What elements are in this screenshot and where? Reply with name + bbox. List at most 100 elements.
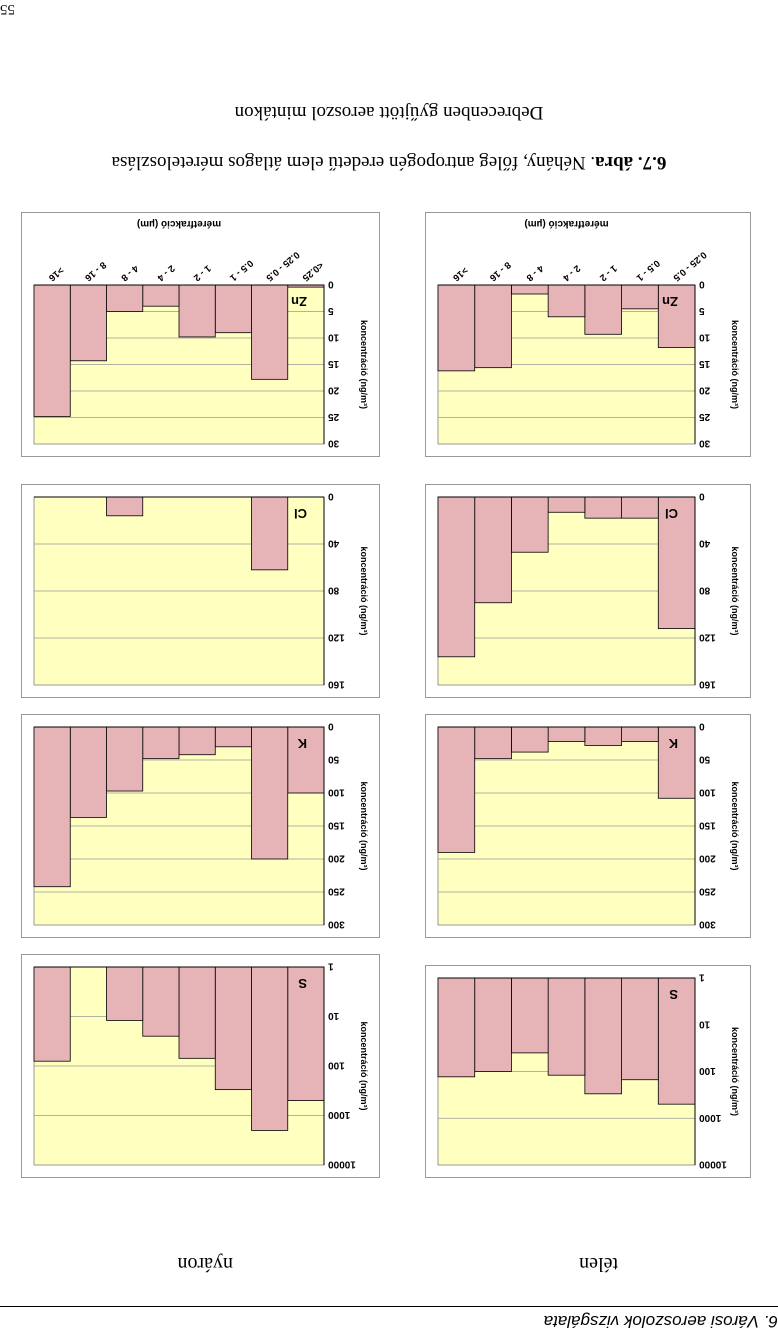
element-label: K — [668, 736, 678, 751]
bar — [511, 726, 549, 753]
y-tick-label: 300 — [699, 919, 716, 930]
y-tick-label: 30 — [699, 438, 711, 449]
bar — [106, 726, 144, 792]
element-label: Cl — [294, 506, 307, 521]
x-tick-label: 1 - 2 — [597, 262, 619, 283]
y-tick-label: 0 — [328, 491, 334, 502]
y-tick-label: 20 — [328, 385, 340, 396]
y-tick-label: 0 — [328, 721, 334, 732]
figure-caption-line2: Debrecenben gyűjtött aeroszol mintákon — [234, 102, 544, 123]
element-label: Zn — [662, 294, 678, 309]
y-tick-label: 100 — [699, 1065, 716, 1076]
x-axis-title: méretfrakció (µm) — [524, 218, 608, 229]
bar — [437, 726, 476, 853]
bar — [621, 977, 659, 1081]
y-axis-title: koncentráció (ng/m³) — [730, 320, 740, 409]
y-tick-label: 40 — [328, 538, 340, 549]
bar — [547, 726, 586, 742]
bar — [621, 726, 659, 742]
y-tick-label: 5 — [328, 305, 334, 316]
bar — [511, 977, 549, 1054]
y-axis-title: koncentráció (ng/m³) — [359, 781, 369, 870]
chart-winter-Cl: 0 40 80 120 160 Cl koncentráció (ng/m³) — [425, 484, 751, 698]
y-tick-label: 200 — [699, 853, 716, 864]
section-header: 6. Városi aeroszolok vizsgálata — [543, 1312, 778, 1331]
bar — [547, 496, 586, 513]
y-tick-label: 80 — [328, 585, 340, 596]
bar — [621, 496, 659, 519]
y-tick-label: 5 — [699, 305, 705, 316]
element-label: Cl — [665, 506, 678, 521]
element-label: Zn — [291, 294, 307, 309]
y-tick-label: 250 — [699, 886, 716, 897]
bar — [584, 284, 622, 335]
y-tick-label: 25 — [699, 411, 711, 422]
x-tick-label: 1 - 2 — [191, 262, 213, 283]
y-tick-label: 10 — [328, 332, 340, 343]
bar — [251, 966, 289, 1131]
x-tick-label: 0.25 - 0.5 — [670, 249, 708, 284]
bar — [547, 977, 586, 1076]
bar — [251, 726, 289, 860]
y-tick-label: 0 — [328, 279, 334, 290]
y-tick-label: 20 — [699, 385, 711, 396]
x-tick-label: 8 - 16 — [82, 259, 108, 283]
bar — [584, 496, 622, 519]
bar — [547, 284, 586, 318]
bar — [69, 726, 107, 818]
bar — [106, 496, 144, 517]
bar — [437, 977, 476, 1078]
bar — [251, 496, 289, 571]
y-axis-title: koncentráció (ng/m³) — [359, 320, 369, 409]
figure-caption-line1: 6.7. ábra. Néhány, főleg antropogén ered… — [0, 151, 778, 173]
y-tick-label: 120 — [699, 632, 716, 643]
y-tick-label: 50 — [699, 754, 711, 765]
season-label-winter: télen — [579, 1253, 618, 1275]
y-axis-title: koncentráció (ng/m³) — [730, 781, 740, 870]
bar — [584, 977, 622, 1095]
bar — [474, 284, 512, 369]
x-tick-label: 4 - 8 — [119, 262, 141, 283]
bar — [474, 977, 512, 1072]
y-tick-label: 15 — [699, 358, 711, 369]
y-tick-label: 10000 — [699, 1159, 727, 1170]
x-tick-label: 4 - 8 — [524, 262, 546, 283]
y-tick-label: 150 — [328, 820, 345, 831]
y-tick-label: 1 — [699, 972, 705, 983]
x-tick-label: 8 - 16 — [487, 259, 513, 283]
bar — [251, 284, 289, 380]
element-label: S — [669, 987, 678, 1002]
y-tick-label: 30 — [328, 438, 340, 449]
y-axis-title: koncentráció (ng/m³) — [730, 1027, 740, 1116]
bar — [178, 284, 216, 338]
y-tick-label: 200 — [328, 853, 345, 864]
y-tick-label: 10 — [328, 1010, 340, 1021]
bar — [474, 496, 512, 604]
y-tick-label: 40 — [699, 538, 711, 549]
y-tick-label: 1000 — [328, 1109, 351, 1120]
bar — [106, 966, 144, 1021]
bar — [437, 496, 476, 658]
bar — [69, 284, 107, 362]
y-tick-label: 100 — [699, 787, 716, 798]
y-tick-label: 1 — [328, 961, 334, 972]
chart-winter-Zn: 0 5 10 15 20 25 30 Zn koncentráció (ng/m³) 0.25 -… — [425, 212, 751, 457]
bar — [142, 966, 180, 1037]
y-tick-label: 80 — [699, 585, 711, 596]
bar — [214, 966, 252, 1091]
y-tick-label: 300 — [328, 919, 345, 930]
y-tick-label: 25 — [328, 411, 340, 422]
bar — [33, 966, 71, 1062]
bar — [511, 284, 549, 295]
bar — [511, 496, 549, 553]
bar — [33, 726, 71, 888]
x-tick-label: >16 — [450, 264, 469, 283]
bar — [142, 726, 180, 760]
y-tick-label: 1000 — [699, 1112, 722, 1123]
x-tick-label: 0.5 - 1 — [227, 257, 255, 283]
bar — [106, 284, 144, 312]
